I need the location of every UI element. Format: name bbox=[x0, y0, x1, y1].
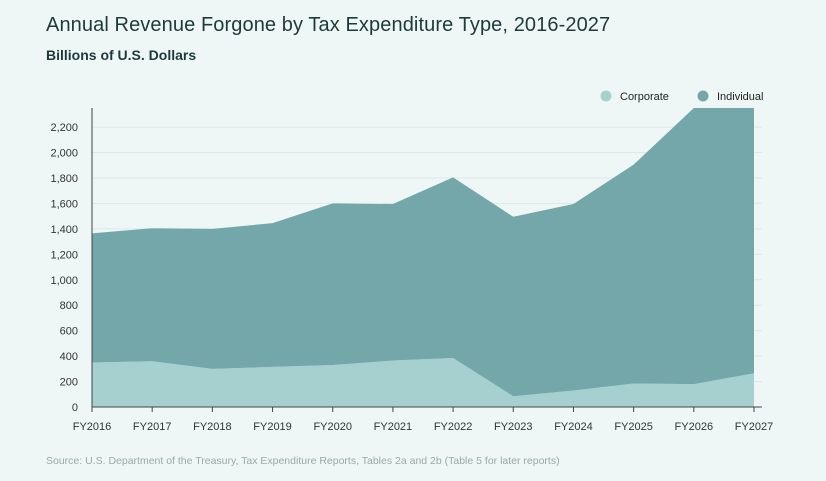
legend-marker-individual bbox=[697, 90, 709, 102]
y-tick-label: 1,800 bbox=[50, 173, 78, 185]
area-individual bbox=[92, 108, 754, 397]
x-tick-label: FY2017 bbox=[133, 421, 172, 433]
x-tick-label: FY2018 bbox=[193, 421, 232, 433]
y-tick-label: 200 bbox=[60, 377, 78, 389]
area-corporate bbox=[92, 358, 754, 407]
y-tick-label: 600 bbox=[60, 326, 78, 338]
y-tick-label: 2,000 bbox=[50, 148, 78, 160]
y-tick-label: 1,000 bbox=[50, 275, 78, 287]
x-tick-label: FY2020 bbox=[313, 421, 352, 433]
y-tick-label: 1,200 bbox=[50, 249, 78, 261]
y-tick-label: 1,400 bbox=[50, 224, 78, 236]
x-tick-label: FY2027 bbox=[735, 421, 774, 433]
chart-title: Annual Revenue Forgone by Tax Expenditur… bbox=[46, 14, 611, 36]
x-tick-label: FY2026 bbox=[675, 421, 714, 433]
chart-subtitle: Billions of U.S. Dollars bbox=[46, 47, 197, 63]
y-tick-label: 1,600 bbox=[50, 198, 78, 210]
legend-label-corporate: Corporate bbox=[620, 91, 669, 103]
legend-marker-corporate bbox=[600, 90, 612, 102]
x-tick-label: FY2022 bbox=[434, 421, 473, 433]
y-tick-label: 2,200 bbox=[50, 122, 78, 134]
x-tick-label: FY2025 bbox=[614, 421, 653, 433]
x-tick-label: FY2024 bbox=[554, 421, 593, 433]
legend-label-individual: Individual bbox=[717, 91, 763, 103]
x-tick-label: FY2021 bbox=[374, 421, 413, 433]
axes: 0 200 400 600 800 1,000 1,200 1,400 1,600 1,800 2,… bbox=[50, 108, 773, 433]
x-tick-label: FY2019 bbox=[253, 421, 292, 433]
x-tick-label: FY2016 bbox=[73, 421, 112, 433]
legend: Corporate Individual bbox=[600, 90, 763, 103]
x-tick-label: FY2023 bbox=[494, 421, 533, 433]
y-tick-label: 400 bbox=[60, 351, 78, 363]
stacked-areas bbox=[92, 108, 754, 407]
source-note: Source: U.S. Department of the Treasury,… bbox=[46, 455, 560, 467]
y-tick-label: 0 bbox=[72, 402, 78, 414]
y-tick-label: 800 bbox=[60, 300, 78, 312]
